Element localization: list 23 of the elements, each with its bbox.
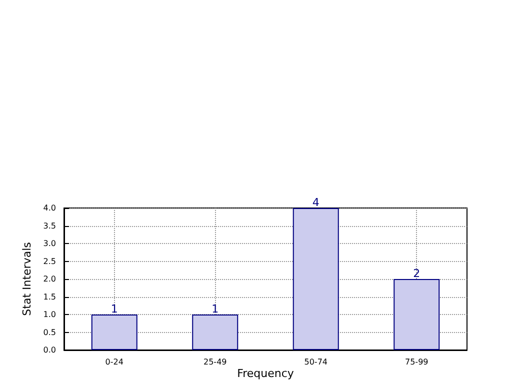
x-tick-label: 0-24	[105, 358, 124, 366]
x-tick-label: 50-74	[304, 358, 328, 366]
data-label: 4	[312, 196, 320, 209]
x-tick-label: 25-49	[204, 358, 227, 366]
y-tick-label: 3.0	[43, 239, 56, 248]
bar	[91, 314, 138, 350]
y-tick-label: 4.0	[43, 204, 56, 212]
bar	[192, 314, 238, 350]
y-tick-label: 2.0	[43, 274, 56, 284]
y-tick-label: 2.5	[43, 256, 56, 266]
y-tick-label: 1.0	[43, 310, 56, 319]
y-axis-title: Stat Intervals	[20, 242, 34, 316]
data-label: 1	[212, 302, 219, 316]
y-tick-label: 0.5	[43, 328, 56, 337]
bar	[394, 279, 440, 350]
data-label: 1	[110, 302, 118, 316]
x-tick-label: 75-99	[405, 358, 428, 366]
y-tick-label: 3.5	[43, 221, 56, 230]
bar	[292, 208, 339, 350]
y-tick-label: 0.0	[43, 346, 56, 354]
y-tick-label: 1.5	[43, 292, 56, 302]
x-axis-title: Frequency	[237, 367, 294, 380]
data-label: 2	[413, 267, 420, 280]
